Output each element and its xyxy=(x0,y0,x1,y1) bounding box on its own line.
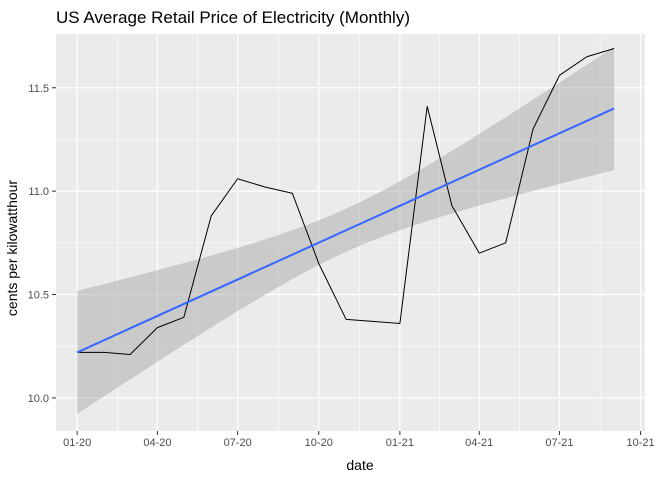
x-tick-label: 07-21 xyxy=(545,437,573,449)
y-tick-label: 10.5 xyxy=(28,290,49,302)
y-axis-ticks: 10.0 10.5 11.0 11.5 xyxy=(28,83,56,405)
x-tick-label: 10-21 xyxy=(627,437,655,449)
x-axis-title: date xyxy=(346,457,373,473)
x-tick-label: 01-20 xyxy=(63,437,91,449)
x-tick-label: 04-20 xyxy=(143,437,171,449)
chart-title: US Average Retail Price of Electricity (… xyxy=(56,8,410,27)
y-tick-label: 10.0 xyxy=(28,393,49,405)
y-tick-label: 11.5 xyxy=(28,83,49,95)
trend-line xyxy=(76,107,615,354)
x-tick-label: 04-21 xyxy=(465,437,493,449)
x-tick-label: 07-20 xyxy=(224,437,252,449)
major-gridlines xyxy=(56,34,645,431)
series-lines xyxy=(77,47,615,355)
x-tick-label: 01-21 xyxy=(386,437,414,449)
trend-lines xyxy=(76,107,615,354)
x-tick-label: 10-20 xyxy=(305,437,333,449)
y-tick-label: 11.0 xyxy=(28,186,49,198)
x-axis-ticks: 01-20 04-20 07-20 10-20 01-21 04-21 07-21 10-21 xyxy=(63,431,655,449)
y-axis-title: cents per kilowatthour xyxy=(4,180,20,317)
price-series-line xyxy=(77,47,615,355)
